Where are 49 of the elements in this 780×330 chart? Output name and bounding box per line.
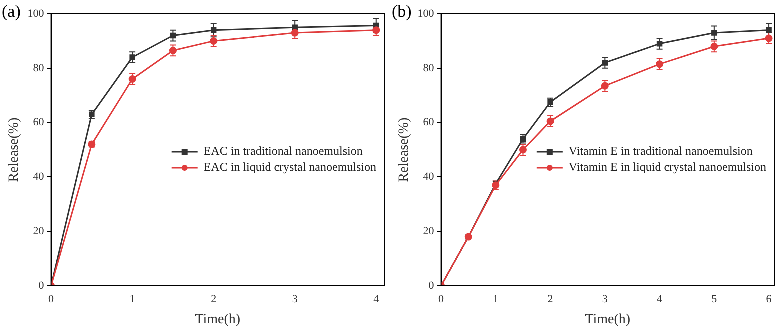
point [169, 46, 177, 54]
x-tick-label: 1 [493, 293, 499, 306]
y-tick-label: 100 [418, 8, 435, 20]
y-tick-label: 80 [423, 62, 435, 74]
y-axis-title: Release(%) [7, 117, 22, 182]
y-axis-title: Release(%) [397, 117, 412, 182]
legend-label: EAC in traditional nanoemulsion [204, 144, 363, 158]
y-tick-label: 40 [33, 171, 45, 184]
x-tick-label: 4 [374, 293, 380, 306]
x-tick-label: 1 [130, 293, 136, 306]
x-tick-label: 2 [211, 293, 217, 306]
legend-label: EAC in liquid crystal nanoemulsion [204, 160, 377, 174]
y-tick-label: 60 [423, 116, 435, 129]
y-tick-label: 20 [423, 225, 435, 238]
chart-title: (a) [2, 2, 21, 21]
chart-title: (b) [392, 2, 412, 21]
y-tick-label: 80 [33, 62, 45, 74]
y-tick-label: 0 [428, 280, 435, 292]
y-tick-label: 0 [38, 280, 45, 292]
x-tick-label: 0 [438, 293, 445, 306]
point [372, 26, 380, 34]
point [210, 37, 218, 45]
x-tick-label: 3 [292, 293, 298, 306]
x-tick-label: 2 [548, 293, 554, 306]
x-tick-label: 6 [766, 293, 772, 306]
point [170, 32, 176, 39]
x-tick-label: 4 [657, 293, 664, 306]
legend-label: Vitamin E in traditional nanoemulsion [568, 144, 753, 158]
y-tick-label: 20 [33, 225, 45, 238]
x-tick-label: 3 [602, 293, 608, 306]
x-tick-label: 0 [48, 293, 55, 306]
point [656, 41, 663, 47]
point [601, 82, 609, 90]
point [210, 27, 217, 34]
y-tick-label: 60 [33, 116, 45, 129]
y-tick-label: 100 [28, 8, 45, 20]
x-axis-title: Time(h) [195, 312, 241, 328]
point [656, 60, 664, 68]
x-tick-label: 5 [712, 293, 718, 306]
point [766, 27, 772, 34]
point [128, 76, 136, 84]
point [292, 24, 298, 30]
y-tick-label: 40 [423, 171, 435, 184]
point [712, 30, 718, 36]
x-axis-title: Time(h) [585, 312, 631, 328]
point [710, 42, 718, 50]
point [602, 60, 608, 66]
legend-label: Vitamin E in liquid crystal nanoemulsion [568, 160, 767, 174]
point [130, 54, 136, 60]
